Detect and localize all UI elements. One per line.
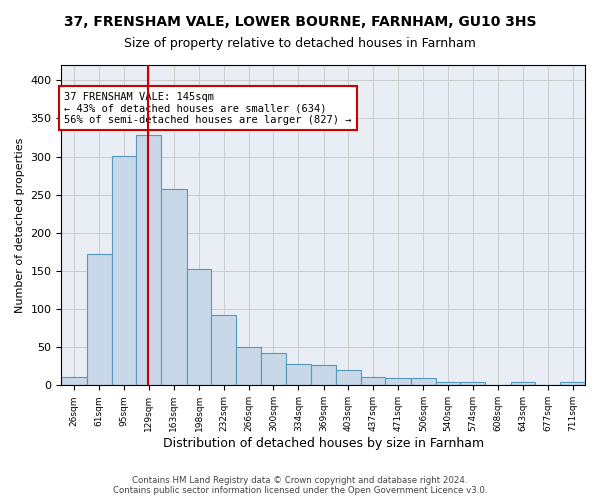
Text: 37, FRENSHAM VALE, LOWER BOURNE, FARNHAM, GU10 3HS: 37, FRENSHAM VALE, LOWER BOURNE, FARNHAM…: [64, 15, 536, 29]
X-axis label: Distribution of detached houses by size in Farnham: Distribution of detached houses by size …: [163, 437, 484, 450]
Bar: [61, 377, 87, 386]
Bar: [336, 370, 361, 386]
Bar: [161, 188, 187, 386]
Text: Contains HM Land Registry data © Crown copyright and database right 2024.
Contai: Contains HM Land Registry data © Crown c…: [113, 476, 487, 495]
Bar: [560, 382, 585, 386]
Y-axis label: Number of detached properties: Number of detached properties: [15, 138, 25, 313]
Text: Size of property relative to detached houses in Farnham: Size of property relative to detached ho…: [124, 38, 476, 51]
Bar: [436, 382, 460, 386]
Bar: [411, 378, 436, 386]
Bar: [385, 378, 411, 386]
Bar: [361, 377, 385, 386]
Bar: [460, 382, 485, 386]
Bar: [485, 384, 511, 386]
Bar: [112, 156, 136, 386]
Bar: [211, 315, 236, 386]
Bar: [261, 352, 286, 386]
Bar: [87, 254, 112, 386]
Bar: [311, 365, 336, 386]
Bar: [187, 268, 211, 386]
Text: 37 FRENSHAM VALE: 145sqm
← 43% of detached houses are smaller (634)
56% of semi-: 37 FRENSHAM VALE: 145sqm ← 43% of detach…: [64, 92, 352, 125]
Bar: [286, 364, 311, 386]
Bar: [136, 135, 161, 386]
Bar: [511, 382, 535, 386]
Bar: [236, 347, 261, 386]
